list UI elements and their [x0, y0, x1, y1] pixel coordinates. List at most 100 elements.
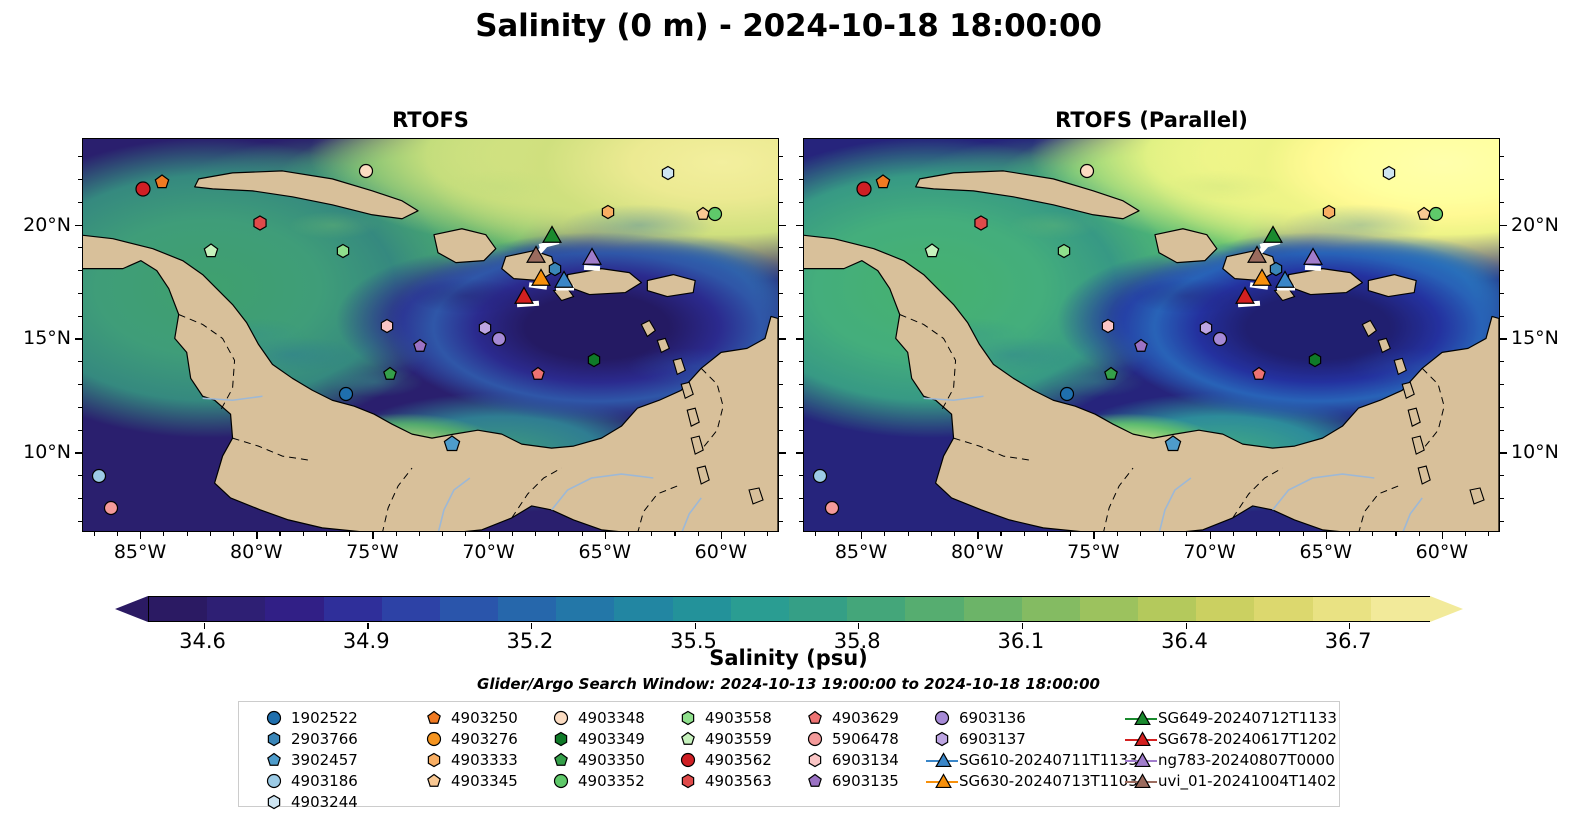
legend-item-4903250[interactable]: 4903250: [417, 707, 518, 728]
map-marker-4903352[interactable]: [1428, 206, 1444, 222]
legend-item-4903186[interactable]: 4903186: [257, 770, 358, 791]
map-marker-2903766[interactable]: [1268, 261, 1284, 277]
map-marker-4903349[interactable]: [1307, 352, 1323, 368]
legend-item-6903135[interactable]: 6903135: [798, 770, 899, 791]
map-marker-6903135[interactable]: [1133, 338, 1149, 354]
legend-item-4903629[interactable]: 4903629: [798, 707, 899, 728]
map-marker-6903134[interactable]: [379, 318, 395, 334]
colorbar-tick-label: 35.8: [833, 629, 881, 653]
legend-item-SG649-20240712T1133[interactable]: SG649-20240712T1133: [1124, 707, 1337, 728]
legend-item-1902522[interactable]: 1902522: [257, 707, 358, 728]
legend-item-4903349[interactable]: 4903349: [544, 728, 645, 749]
map-marker-4903629[interactable]: [530, 366, 546, 382]
map-marker-4903562[interactable]: [135, 181, 152, 198]
legend-item-ng783-20240807T0000[interactable]: ng783-20240807T0000: [1124, 749, 1337, 770]
map-marker-4903559[interactable]: [202, 242, 219, 259]
map-marker-6903137[interactable]: [1198, 320, 1214, 336]
map-marker-4903558[interactable]: [1056, 243, 1072, 259]
legend-item-4903350[interactable]: 4903350: [544, 749, 645, 770]
map-marker-3902457[interactable]: [443, 435, 462, 454]
legend-item-uvi_01-20241004T1402[interactable]: uvi_01-20241004T1402: [1124, 770, 1337, 791]
map-marker-4903563[interactable]: [251, 215, 268, 232]
legend-item-4903333[interactable]: 4903333: [417, 749, 518, 770]
legend-item-4903558[interactable]: 4903558: [671, 707, 772, 728]
legend-item-4903244[interactable]: 4903244: [257, 791, 358, 812]
map-marker-4903186[interactable]: [91, 468, 107, 484]
map-panel-rtofs-parallel[interactable]: [803, 138, 1500, 532]
map-marker-4903629[interactable]: [1251, 366, 1267, 382]
legend-item-4903352[interactable]: 4903352: [544, 770, 645, 791]
map-marker-2903766[interactable]: [547, 261, 563, 277]
y-tick-minor: [779, 520, 783, 522]
map-marker-4903562[interactable]: [856, 181, 873, 198]
legend-item-6903137[interactable]: 6903137: [925, 728, 1138, 749]
map-marker-SG610-20240711T1133[interactable]: [553, 270, 574, 290]
map-marker-4903186[interactable]: [812, 468, 828, 484]
y-tick-minor: [799, 429, 803, 431]
map-marker-5906478[interactable]: [103, 500, 119, 516]
map-marker-5906478[interactable]: [824, 500, 840, 516]
legend-item-3902457[interactable]: 3902457: [257, 749, 358, 770]
legend-item-SG678-20240617T1202[interactable]: SG678-20240617T1202: [1124, 728, 1337, 749]
legend-item-2903766[interactable]: 2903766: [257, 728, 358, 749]
map-marker-SG678-20240617T1202[interactable]: [1235, 286, 1256, 306]
x-tick-minor: [116, 532, 118, 536]
map-marker-3902457[interactable]: [1164, 435, 1183, 454]
legend-item-4903563[interactable]: 4903563: [671, 770, 772, 791]
map-marker-SG649-20240712T1133[interactable]: [542, 224, 563, 245]
map-marker-SG678-20240617T1202[interactable]: [514, 286, 535, 306]
colorbar[interactable]: 34.6 34.9 35.2 35.5 35.8 36.1 36.4 36.7: [115, 596, 1463, 653]
map-marker-4903333[interactable]: [1321, 204, 1337, 220]
map-marker-6903135[interactable]: [412, 338, 428, 354]
map-marker-uvi_01-20241004T1402[interactable]: [1247, 245, 1268, 265]
map-marker-SG610-20240711T1133[interactable]: [1274, 270, 1295, 290]
map-marker-ng783-20240807T0000[interactable]: [1302, 247, 1323, 267]
map-marker-4903250[interactable]: [874, 174, 891, 191]
map-marker-4903349[interactable]: [586, 352, 602, 368]
colorbar-tick-label: 35.5: [670, 629, 717, 653]
legend-item-5906478[interactable]: 5906478: [798, 728, 899, 749]
legend-item-6903136[interactable]: 6903136: [925, 707, 1138, 728]
x-tick-minor: [465, 532, 467, 536]
legend-item-SG630-20240713T1103[interactable]: SG630-20240713T1103: [925, 770, 1138, 791]
map-marker-1902522[interactable]: [338, 386, 354, 402]
x-tick-minor: [1372, 532, 1374, 536]
map-marker-4903352[interactable]: [707, 206, 723, 222]
colorbar-tick-label: 36.4: [1161, 629, 1208, 653]
map-marker-uvi_01-20241004T1402[interactable]: [526, 245, 547, 265]
map-marker-4903348[interactable]: [358, 163, 374, 179]
map-marker-4903558[interactable]: [335, 243, 351, 259]
map-marker-4903559[interactable]: [923, 242, 940, 259]
map-marker-4903350[interactable]: [1103, 366, 1119, 382]
map-marker-4903333[interactable]: [600, 204, 616, 220]
legend-item-4903562[interactable]: 4903562: [671, 749, 772, 770]
map-marker-SG630-20240713T1103[interactable]: [1251, 268, 1272, 288]
legend-item-4903559[interactable]: 4903559: [671, 728, 772, 749]
map-marker-4903244[interactable]: [1381, 165, 1397, 181]
map-marker-ng783-20240807T0000[interactable]: [581, 247, 602, 267]
legend-item-4903345[interactable]: 4903345: [417, 770, 518, 791]
y-tick-minor: [78, 520, 82, 522]
map-marker-4903350[interactable]: [382, 366, 398, 382]
map-marker-6903136[interactable]: [1212, 331, 1228, 347]
map-marker-4903563[interactable]: [972, 215, 989, 232]
argo-hexagon-icon: [544, 731, 578, 747]
map-marker-4903250[interactable]: [153, 174, 170, 191]
argo-hexagon-icon: [417, 752, 451, 768]
map-marker-6903136[interactable]: [491, 331, 507, 347]
map-marker-SG649-20240712T1133[interactable]: [1263, 224, 1284, 245]
map-marker-4903244[interactable]: [660, 165, 676, 181]
legend-item-4903276[interactable]: 4903276: [417, 728, 518, 749]
map-marker-4903348[interactable]: [1079, 163, 1095, 179]
y-tick-minor: [1500, 497, 1504, 499]
map-marker-6903134[interactable]: [1100, 318, 1116, 334]
legend-item-6903134[interactable]: 6903134: [798, 749, 899, 770]
map-marker-SG630-20240713T1103[interactable]: [530, 268, 551, 288]
argo-circle-icon: [544, 773, 578, 789]
map-marker-1902522[interactable]: [1059, 386, 1075, 402]
legend-item-SG610-20240711T1133[interactable]: SG610-20240711T1133: [925, 749, 1138, 770]
map-marker-6903137[interactable]: [477, 320, 493, 336]
legend-box[interactable]: 1902522 2903766 3902457 4903186 4903244 49032…: [238, 701, 1340, 811]
legend-item-4903348[interactable]: 4903348: [544, 707, 645, 728]
map-panel-rtofs[interactable]: [82, 138, 779, 532]
